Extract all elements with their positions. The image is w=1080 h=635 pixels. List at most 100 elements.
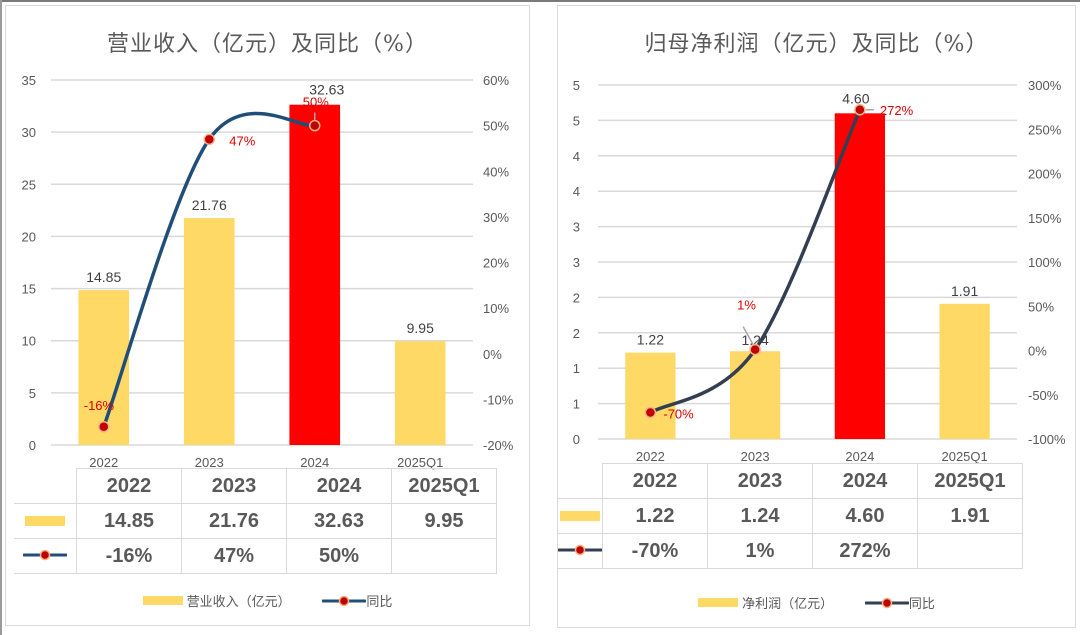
table-cell: -16% [76, 538, 182, 574]
right-axis-tick-label: 300% [1028, 78, 1062, 93]
yoy-marker [644, 406, 657, 419]
bar-series-key [14, 503, 77, 539]
left-axis-tick-label: 30 [22, 125, 36, 140]
bar-data-label: 1.91 [951, 283, 978, 299]
table-cell: 1.22 [602, 498, 708, 534]
table-corner [558, 463, 603, 499]
bar [729, 351, 781, 439]
line-series-key [557, 533, 603, 569]
right-axis-tick-label: 50% [483, 119, 509, 134]
bar-data-label: 32.63 [309, 82, 344, 98]
left-axis-tick-label: 5 [29, 386, 36, 401]
bar [625, 352, 676, 439]
bar-swatch-icon [560, 511, 600, 522]
bar-data-label: 21.76 [192, 197, 227, 213]
frame-top-border [0, 0, 1080, 2]
line-series-key [14, 538, 77, 574]
table-header-cell: 2022 [76, 468, 182, 504]
table-cell: 1.24 [707, 498, 813, 534]
yoy-marker [309, 119, 321, 132]
table-header-cell: 2025Q1 [391, 468, 497, 504]
table-header-cell: 2024 [286, 468, 392, 504]
yoy-marker [749, 343, 761, 356]
table-cell: 9.95 [391, 503, 497, 539]
left-axis-tick-label: 0 [573, 432, 580, 447]
right-axis-tick-label: 20% [483, 256, 509, 271]
right-axis-tick-label: 150% [1028, 211, 1062, 226]
left-axis-tick-label: 2 [573, 326, 580, 341]
net-profit-chart-plot: 0 1 1 2 2 3 3 4 4 5 5 -100% -50% 0% 50% 100% 150% 200% 250… [573, 78, 1066, 464]
category-axis-label: 2022 [89, 455, 118, 470]
net-profit-legend: 净利润（亿元） 同比 [558, 593, 1075, 612]
yoy-marker [203, 133, 215, 146]
left-axis-tick-label: 2 [573, 290, 580, 305]
right-axis-tick-label: 10% [483, 301, 509, 316]
revenue-chart-panel: 营业收入（亿元）及同比（%） 0 5 10 15 20 25 30 35 -20% -10% 0% 1… [5, 5, 530, 626]
table-header-cell: 2023 [181, 468, 287, 504]
category-axis-label: 2025Q1 [941, 449, 987, 464]
right-axis-tick-label: -20% [483, 438, 514, 453]
table-row: 1.22 1.24 4.60 1.91 [558, 498, 1023, 534]
table-cell [917, 533, 1023, 569]
right-axis-tick-label: -50% [1028, 388, 1059, 403]
left-axis-tick-label: 15 [22, 282, 36, 297]
right-axis-tick-label: 200% [1028, 167, 1062, 182]
bar [834, 113, 886, 439]
bar [78, 290, 130, 445]
left-axis-tick-label: 5 [573, 78, 580, 93]
net-profit-data-table: 2022 2023 2024 2025Q1 1.22 1.24 4.60 1.9… [557, 463, 1023, 569]
table-cell: 14.85 [76, 503, 182, 539]
table-cell: 1.91 [917, 498, 1023, 534]
yoy-data-label: -16% [84, 398, 115, 413]
yoy-data-label: 50% [303, 95, 329, 110]
revenue-legend: 营业收入（亿元） 同比 [6, 591, 529, 610]
table-cell [391, 538, 497, 574]
line-marker-swatch-icon [864, 597, 910, 608]
legend-label: 同比 [366, 594, 393, 609]
table-cell: 47% [181, 538, 287, 574]
left-axis-tick-label: 0 [29, 438, 36, 453]
right-axis-tick-label: 0% [1028, 344, 1047, 359]
left-axis-tick-label: 1 [573, 397, 580, 412]
left-axis-tick-label: 4 [573, 149, 580, 164]
revenue-chart-plot: 0 5 10 15 20 25 30 35 -20% -10% 0% 10% 20% 30% 40% 50% 6… [22, 73, 514, 470]
table-header-cell: 2023 [707, 463, 813, 499]
table-row: -16% 47% 50% [14, 538, 497, 574]
left-axis-tick-label: 10 [22, 334, 36, 349]
category-axis-label: 2023 [741, 449, 770, 464]
legend-label: 营业收入（亿元） [186, 594, 291, 609]
legend-item-bar: 净利润（亿元） [698, 593, 833, 612]
legend-item-bar: 营业收入（亿元） [142, 591, 291, 610]
label-leader-line [742, 326, 754, 345]
bar-swatch-icon [142, 596, 183, 605]
table-row: -70% 1% 272% [557, 533, 1023, 569]
table-cell: 272% [812, 533, 918, 569]
right-axis-tick-label: 50% [1028, 299, 1054, 314]
right-axis-tick-label: 0% [483, 347, 502, 362]
bar-series-key [558, 498, 603, 534]
chart-title: 营业收入（亿元）及同比（%） [107, 32, 428, 57]
legend-label: 同比 [908, 596, 935, 611]
legend-item-line: 同比 [321, 591, 393, 610]
yoy-line [102, 111, 317, 429]
table-cell: 4.60 [812, 498, 918, 534]
yoy-data-label: -70% [663, 406, 694, 421]
category-axis-label: 2024 [300, 455, 329, 470]
bar-swatch-icon [698, 598, 739, 607]
revenue-data-table: 2022 2023 2024 2025Q1 14.85 21.76 32.63 … [14, 468, 497, 574]
bar [183, 218, 235, 445]
bar-swatch-icon [25, 516, 65, 527]
net-profit-chart-panel: 归母净利润（亿元）及同比（%） 0 1 1 2 2 3 3 4 4 5 5 -100% -50% 0% 50… [557, 5, 1076, 628]
table-header-row: 2022 2023 2024 2025Q1 [14, 468, 497, 504]
table-header-cell: 2024 [812, 463, 918, 499]
bar [939, 303, 990, 439]
left-axis-tick-label: 4 [573, 184, 580, 199]
category-axis-label: 2024 [845, 449, 874, 464]
legend-label: 净利润（亿元） [742, 596, 834, 611]
table-header-cell: 2022 [602, 463, 708, 499]
line-marker-swatch-icon [321, 595, 367, 606]
table-corner [14, 468, 77, 504]
right-axis-tick-label: 100% [1028, 255, 1062, 270]
yoy-data-label: 1% [737, 298, 756, 313]
line-marker-swatch-icon [22, 549, 68, 560]
